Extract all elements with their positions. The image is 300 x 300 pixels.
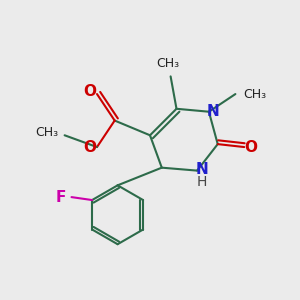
Text: N: N — [207, 104, 220, 119]
Text: O: O — [244, 140, 257, 154]
Text: CH₃: CH₃ — [156, 57, 179, 70]
Text: O: O — [83, 140, 96, 154]
Text: F: F — [55, 190, 66, 205]
Text: O: O — [83, 84, 96, 99]
Text: CH₃: CH₃ — [35, 126, 58, 139]
Text: H: H — [196, 175, 207, 189]
Text: CH₃: CH₃ — [243, 88, 266, 100]
Text: N: N — [195, 162, 208, 177]
